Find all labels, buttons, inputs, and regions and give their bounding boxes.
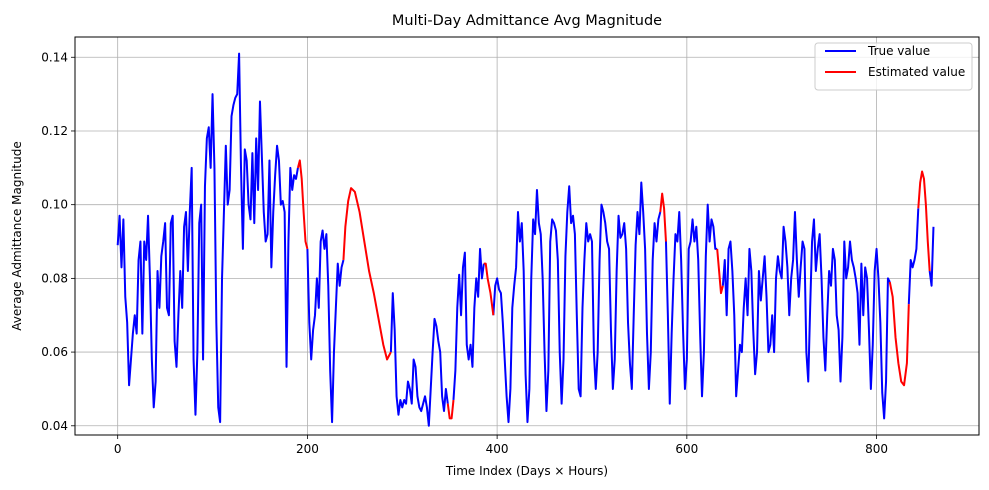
legend-label-true-value: True value — [867, 44, 930, 58]
x-tick-label: 600 — [675, 442, 698, 456]
series-estimated-value — [296, 159, 931, 420]
y-tick-label: 0.10 — [41, 198, 68, 212]
legend-box — [814, 42, 973, 91]
estimated-value-line-segment — [483, 262, 495, 316]
x-tick-label: 400 — [486, 442, 509, 456]
estimated-value-line-segment — [917, 170, 931, 272]
true-value-line-segment — [389, 292, 449, 427]
x-axis-label: Time Index (Days × Hours) — [445, 464, 608, 478]
axes-frame — [74, 36, 980, 436]
y-tick-label: 0.06 — [41, 345, 68, 359]
true-value-line-segment — [907, 208, 920, 305]
x-axis-ticks: 0 200 400 600 800 — [114, 435, 888, 456]
estimated-value-line-segment — [296, 159, 309, 250]
estimated-value-line-segment — [342, 187, 392, 361]
estimated-value-line-segment — [888, 281, 910, 387]
series-true-value — [116, 52, 935, 427]
legend: True value Estimated value — [814, 42, 973, 91]
x-tick-label: 0 — [114, 442, 122, 456]
x-tick-label: 200 — [296, 442, 319, 456]
true-value-line-segment — [928, 226, 935, 287]
true-value-line-segment — [116, 52, 299, 424]
true-value-line-segment — [492, 181, 662, 424]
estimated-value-line-segment — [659, 192, 667, 242]
estimated-value-line-segment — [446, 399, 455, 420]
estimated-value-line-segment — [716, 248, 724, 295]
y-tick-label: 0.12 — [41, 124, 68, 138]
y-tick-label: 0.08 — [41, 271, 68, 285]
x-tick-label: 800 — [865, 442, 888, 456]
y-axis-ticks: 0.04 0.06 0.08 0.10 0.12 0.14 — [41, 50, 75, 433]
true-value-line-segment — [306, 229, 345, 424]
chart-title: Multi-Day Admittance Avg Magnitude — [392, 13, 662, 29]
y-tick-label: 0.04 — [41, 419, 68, 433]
true-value-line-segment — [721, 211, 891, 420]
true-value-line-segment — [664, 203, 718, 405]
true-value-line-segment — [452, 247, 485, 401]
plot-area — [116, 52, 935, 427]
y-axis-label: Average Admittance Magnitude — [10, 141, 24, 330]
legend-label-estimated-value: Estimated value — [868, 65, 965, 79]
y-tick-label: 0.14 — [41, 50, 68, 64]
